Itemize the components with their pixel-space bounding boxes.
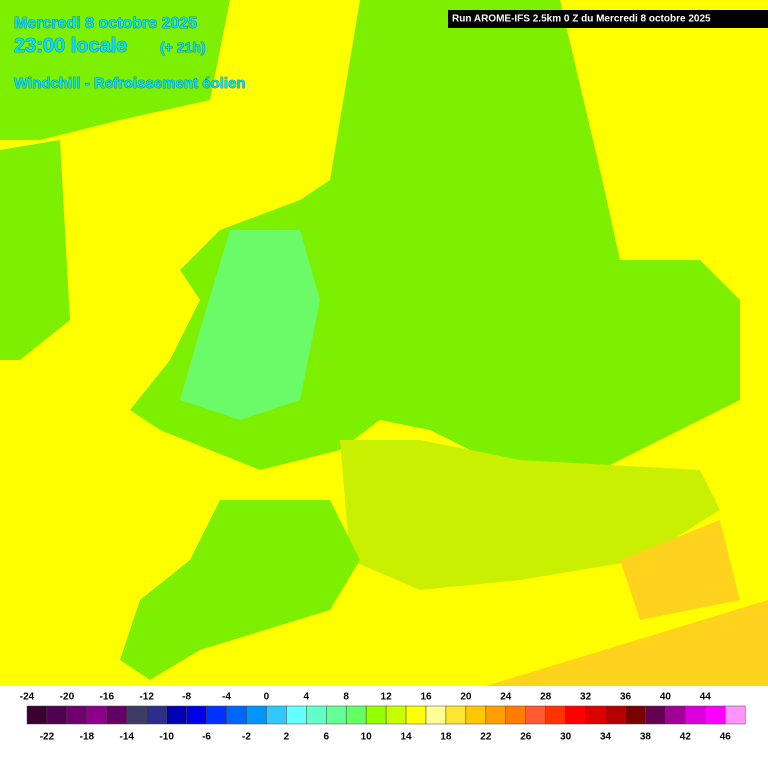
- scale-label: 38: [640, 732, 652, 743]
- scale-label: -22: [40, 732, 55, 743]
- scale-swatch: [186, 705, 207, 725]
- scale-label: 32: [580, 692, 592, 703]
- scale-swatch: [485, 705, 507, 725]
- scale-swatch: [705, 705, 726, 725]
- scale-label: 16: [420, 692, 432, 703]
- scale-swatch: [685, 705, 706, 725]
- scale-label: -2: [242, 732, 251, 743]
- scale-label: -18: [80, 732, 95, 743]
- scale-label: 34: [600, 732, 612, 743]
- scale-swatch: [26, 705, 48, 725]
- scale-swatch: [505, 705, 526, 725]
- scale-swatch: [625, 705, 646, 725]
- scale-swatch: [665, 705, 686, 725]
- scale-swatch: [86, 705, 108, 725]
- scale-label: -6: [202, 732, 211, 743]
- scale-swatch: [146, 705, 167, 725]
- scale-label: 26: [520, 732, 532, 743]
- run-label: Run AROME-IFS 2.5km 0 Z du Mercredi 8 oc…: [452, 14, 711, 25]
- land-north: [0, 0, 230, 140]
- run-box: [448, 10, 768, 28]
- time: 23:00 locale: [14, 35, 127, 57]
- scale-swatch: [525, 705, 546, 725]
- scale-label: -4: [222, 692, 231, 703]
- scale-label: -12: [139, 692, 154, 703]
- scale-swatch: [286, 705, 307, 725]
- scale-swatch: [565, 705, 586, 725]
- scale-label: 40: [660, 692, 672, 703]
- scale-swatch: [605, 705, 626, 725]
- scale-swatch: [405, 705, 427, 725]
- date: Mercredi 8 octobre 2025: [14, 15, 197, 32]
- scale-label: 20: [460, 692, 472, 703]
- scale-swatch: [326, 705, 347, 725]
- scale-label: 4: [304, 692, 310, 703]
- scale-label: 2: [284, 732, 290, 743]
- scale-swatch: [306, 705, 327, 725]
- scale-label: 18: [440, 732, 452, 743]
- scale-swatch: [345, 705, 367, 725]
- scale-swatch: [126, 705, 147, 725]
- scale-label: 0: [264, 692, 270, 703]
- scale-label: -24: [20, 692, 35, 703]
- scale-label: 46: [720, 732, 732, 743]
- scale-label: 10: [361, 732, 373, 743]
- scale-label: -8: [182, 692, 191, 703]
- land-south: [340, 440, 720, 590]
- scale-label: -14: [120, 732, 135, 743]
- scale-label: 14: [400, 732, 412, 743]
- scale-swatch: [645, 705, 666, 725]
- scale-swatch: [266, 705, 287, 725]
- scale-label: 30: [560, 732, 572, 743]
- scale-swatch: [725, 705, 746, 725]
- scale-swatch: [46, 705, 68, 725]
- parameter: Windchill - Refroissement éolien: [14, 75, 246, 92]
- scale-swatch: [425, 705, 447, 725]
- scale-swatch: [365, 705, 387, 725]
- legend-panel: [0, 686, 768, 768]
- land-southwest: [120, 500, 360, 680]
- scale-swatch: [246, 705, 267, 725]
- scale-swatch: [226, 705, 247, 725]
- scale-label: 44: [700, 692, 712, 703]
- scale-label: 22: [480, 732, 492, 743]
- scale-swatch: [585, 705, 606, 725]
- scale-label: 28: [540, 692, 552, 703]
- scale-swatch: [465, 705, 487, 725]
- scale-label: 6: [323, 732, 329, 743]
- scale-label: -20: [60, 692, 75, 703]
- scale-swatch: [206, 705, 227, 725]
- scale-swatch: [166, 705, 187, 725]
- scale-swatch: [106, 705, 128, 725]
- scale-swatch: [66, 705, 88, 725]
- offset: (+ 21h): [160, 39, 206, 55]
- wales-cool: [180, 230, 320, 420]
- scale-swatch: [445, 705, 467, 725]
- scale-label: -10: [159, 732, 174, 743]
- scale-label: 36: [620, 692, 632, 703]
- land-ireland: [0, 140, 70, 360]
- scale-label: 42: [680, 732, 692, 743]
- scale-swatch: [545, 705, 566, 725]
- scale-swatch: [385, 705, 407, 725]
- scale-label: -16: [100, 692, 115, 703]
- scale-label: 8: [343, 692, 349, 703]
- scale-label: 12: [381, 692, 393, 703]
- scale-label: 24: [500, 692, 512, 703]
- france-warm: [440, 520, 768, 700]
